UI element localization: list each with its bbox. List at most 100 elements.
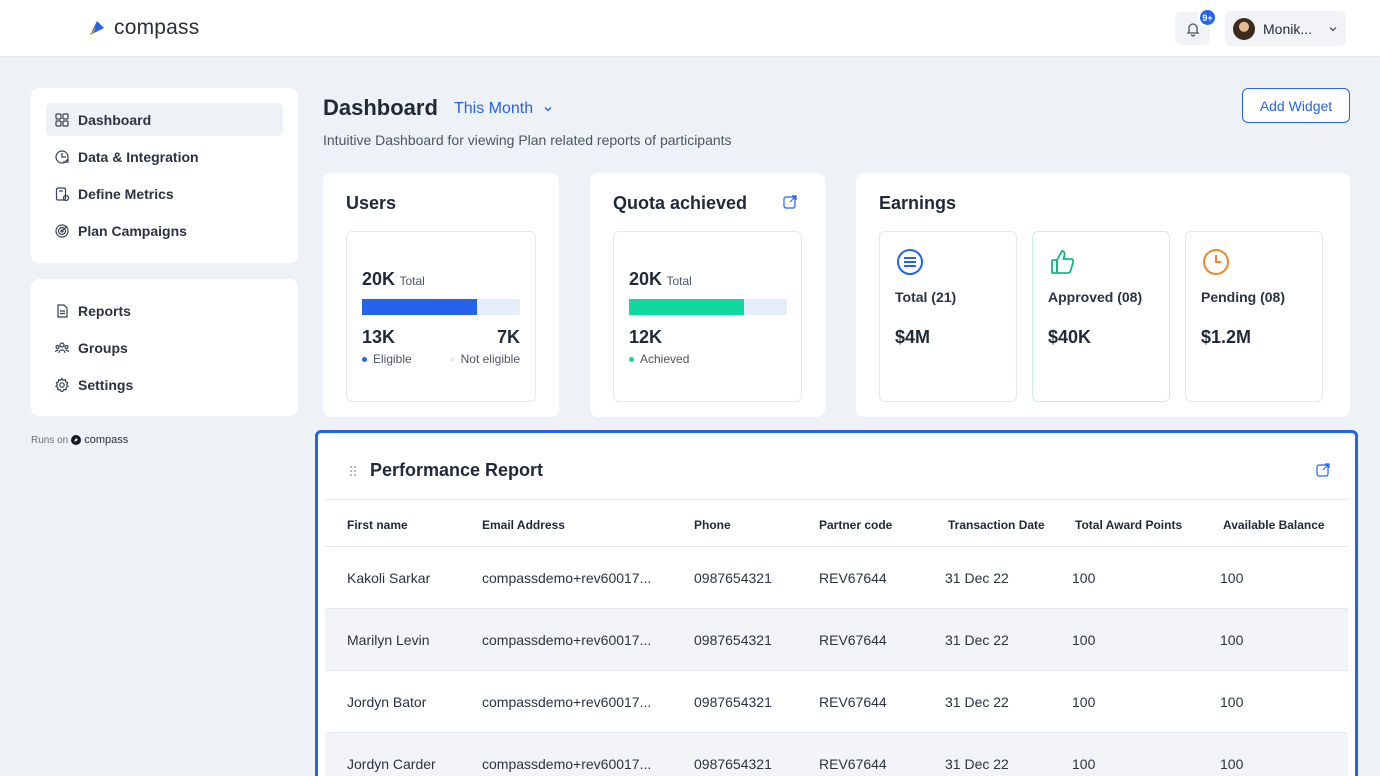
- cell-available-balance: 100: [1220, 694, 1244, 710]
- cell-partner-code: REV67644: [819, 694, 887, 710]
- cell-available-balance: 100: [1220, 632, 1244, 648]
- cell-first-name: Marilyn Levin: [347, 632, 430, 648]
- cell-phone: 0987654321: [694, 694, 772, 710]
- achieved-label: Achieved: [640, 352, 690, 366]
- sidebar-item-define-metrics[interactable]: Define Metrics: [46, 177, 283, 210]
- users-total-label: Total: [399, 274, 425, 288]
- sidebar-item-label: Settings: [78, 376, 134, 393]
- column-header-transaction-date[interactable]: Transaction Date: [948, 518, 1045, 532]
- quota-card: Quota achieved 20K Total 12K Achieved: [590, 173, 825, 417]
- page-subtitle: Intuitive Dashboard for viewing Plan rel…: [323, 132, 732, 148]
- sidebar-secondary: Reports Groups Settings: [31, 279, 298, 416]
- sidebar-item-label: Define Metrics: [78, 185, 174, 202]
- users-card: Users 20K Total 13K 7K Eligible Not elig…: [323, 173, 559, 417]
- user-name: Monik...: [1263, 20, 1313, 37]
- cell-available-balance: 100: [1220, 570, 1244, 586]
- equals-circle-icon: [897, 249, 923, 275]
- cell-transaction-date: 31 Dec 22: [945, 570, 1009, 586]
- sidebar-item-label: Plan Campaigns: [78, 222, 187, 239]
- thumbs-up-icon: [1051, 250, 1075, 274]
- calculator-icon: [55, 186, 70, 201]
- not-eligible-dot: [449, 356, 455, 362]
- users-progress-bar: [362, 299, 520, 315]
- sidebar-item-label: Reports: [78, 302, 131, 319]
- sidebar-item-data-integration[interactable]: Data & Integration: [46, 140, 283, 173]
- cell-partner-code: REV67644: [819, 570, 887, 586]
- cell-phone: 0987654321: [694, 632, 772, 648]
- notification-badge: 9+: [1198, 8, 1217, 27]
- column-header-available-balance[interactable]: Available Balance: [1223, 518, 1325, 532]
- earnings-tile-approved: Approved (08) $40K: [1032, 231, 1170, 402]
- avatar: [1233, 17, 1255, 40]
- cell-email: compassdemo+rev60017...: [482, 694, 652, 710]
- period-dropdown[interactable]: This Month: [454, 100, 553, 118]
- runs-on-label: Runs on: [31, 434, 69, 446]
- quota-progress-bar: [629, 299, 787, 315]
- sidebar-item-label: Groups: [78, 339, 128, 356]
- not-eligible-value: 7K: [496, 327, 520, 347]
- runs-on-brand: compass: [84, 434, 129, 446]
- achieved-dot: [629, 356, 634, 362]
- cell-total-award-points: 100: [1072, 756, 1096, 772]
- expand-icon[interactable]: [1315, 462, 1331, 478]
- eligible-label: Eligible: [373, 352, 412, 366]
- cell-email: compassdemo+rev60017...: [482, 632, 652, 648]
- cell-email: compassdemo+rev60017...: [482, 570, 652, 586]
- clock-icon: [1203, 249, 1229, 275]
- runs-on-footer: Runs on compass: [31, 434, 128, 446]
- cell-transaction-date: 31 Dec 22: [945, 694, 1009, 710]
- performance-report-widget[interactable]: Performance Report First name Email Addr…: [315, 430, 1358, 776]
- column-header-partner-code[interactable]: Partner code: [819, 518, 893, 532]
- chevron-down-icon: [1329, 26, 1337, 31]
- not-eligible-legend: Not eligible: [449, 352, 520, 366]
- achieved-value: 12K: [629, 327, 663, 347]
- earnings-total-label: Total (21): [895, 289, 957, 305]
- column-header-first-name[interactable]: First name: [347, 518, 408, 532]
- table-row[interactable]: Marilyn Levin compassdemo+rev60017... 09…: [325, 608, 1348, 670]
- sidebar-item-label: Dashboard: [78, 111, 152, 128]
- quota-stats: 20K Total 12K Achieved: [613, 231, 802, 402]
- column-header-email[interactable]: Email Address: [482, 518, 565, 532]
- cell-phone: 0987654321: [694, 570, 772, 586]
- table-row[interactable]: Jordyn Bator compassdemo+rev60017... 098…: [325, 670, 1348, 732]
- expand-icon[interactable]: [782, 194, 798, 210]
- gear-icon: [55, 376, 69, 392]
- sidebar-item-label: Data & Integration: [78, 148, 199, 165]
- column-header-total-award-points[interactable]: Total Award Points: [1075, 518, 1183, 532]
- earnings-pending-value: $1.2M: [1201, 327, 1252, 347]
- users-progress-fill: [362, 299, 478, 315]
- top-bar: compass 9+ Monik...: [0, 0, 1380, 57]
- target-icon: [55, 223, 69, 238]
- sidebar-item-settings[interactable]: Settings: [46, 368, 283, 401]
- earnings-tile-total: Total (21) $4M: [879, 231, 1017, 402]
- performance-report-header: Performance Report: [325, 440, 1348, 500]
- users-stats: 20K Total 13K 7K Eligible Not eligible: [346, 231, 536, 402]
- earnings-pending-label: Pending (08): [1201, 289, 1286, 305]
- page-title: Dashboard: [323, 95, 438, 120]
- user-menu[interactable]: Monik...: [1225, 11, 1346, 46]
- table-row[interactable]: Kakoli Sarkar compassdemo+rev60017... 09…: [325, 546, 1348, 608]
- earnings-approved-label: Approved (08): [1048, 289, 1143, 305]
- cell-email: compassdemo+rev60017...: [482, 756, 652, 772]
- sidebar-item-plan-campaigns[interactable]: Plan Campaigns: [46, 214, 283, 247]
- table-row[interactable]: Jordyn Carder compassdemo+rev60017... 09…: [325, 732, 1348, 776]
- earnings-card-title: Earnings: [879, 193, 957, 213]
- users-icon: [54, 341, 70, 353]
- grid-icon: [55, 112, 69, 127]
- quota-total-label: Total: [666, 274, 692, 288]
- sidebar-item-groups[interactable]: Groups: [46, 331, 283, 364]
- cell-total-award-points: 100: [1072, 694, 1096, 710]
- earnings-total-value: $4M: [895, 327, 931, 347]
- cell-transaction-date: 31 Dec 22: [945, 756, 1009, 772]
- quota-card-title: Quota achieved: [613, 193, 748, 213]
- drag-handle-icon[interactable]: [348, 464, 358, 478]
- cell-total-award-points: 100: [1072, 570, 1096, 586]
- column-header-phone[interactable]: Phone: [694, 518, 731, 532]
- cell-first-name: Jordyn Carder: [347, 756, 436, 772]
- sidebar-item-dashboard[interactable]: Dashboard: [46, 103, 283, 136]
- add-widget-button[interactable]: Add Widget: [1242, 88, 1350, 123]
- cell-phone: 0987654321: [694, 756, 772, 772]
- compass-logo[interactable]: compass: [86, 16, 199, 40]
- compass-mini-logo-icon: [71, 435, 82, 445]
- sidebar-item-reports[interactable]: Reports: [46, 294, 283, 327]
